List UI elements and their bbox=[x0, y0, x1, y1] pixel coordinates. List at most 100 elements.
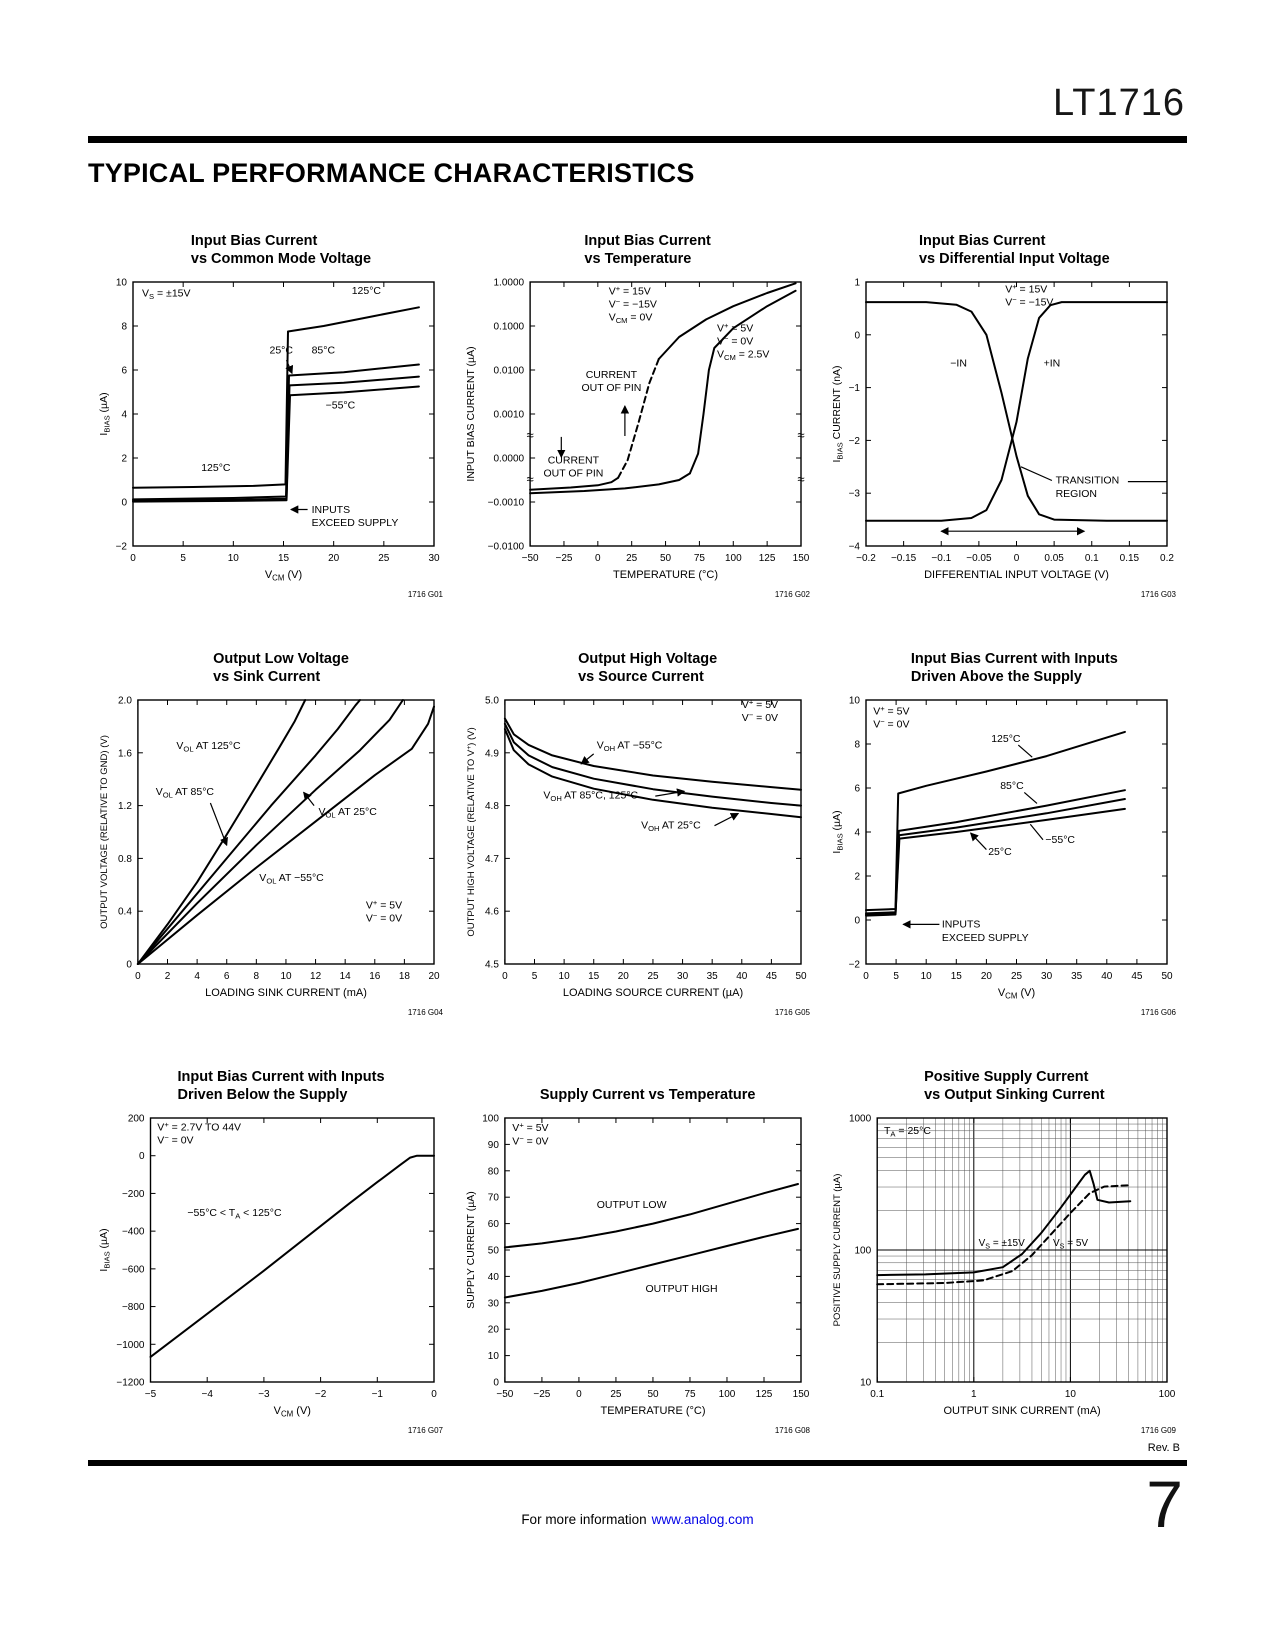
chart-title-line: Positive Supply Current bbox=[924, 1068, 1089, 1085]
y-axis-label: OUTPUT VOLTAGE (RELATIVE TO GND) (V) bbox=[99, 735, 110, 929]
y-tick-label: 6 bbox=[855, 784, 861, 795]
axes bbox=[132, 281, 435, 547]
y-tick-label: 8 bbox=[121, 322, 127, 333]
annotation: V− = 0V bbox=[874, 717, 910, 730]
annotation: V− = 0V bbox=[512, 1134, 548, 1147]
y-tick-label: 4.7 bbox=[485, 854, 499, 865]
annotation: VOH AT 25°C bbox=[641, 819, 701, 833]
annotation: OUT OF PIN bbox=[543, 467, 603, 479]
annotation: 125°C bbox=[992, 733, 1022, 745]
chart-title-line: vs Common Mode Voltage bbox=[190, 250, 372, 267]
y-tick-label: −2 bbox=[116, 542, 128, 553]
annotation: −55°C bbox=[326, 400, 356, 412]
y-axis-label: SUPPLY CURRENT (µA) bbox=[465, 1191, 477, 1309]
x-tick-label: 45 bbox=[1132, 971, 1144, 982]
curves bbox=[132, 306, 420, 503]
x-tick-label: 10 bbox=[558, 971, 570, 982]
annotation: EXCEED SUPPLY bbox=[942, 932, 1029, 944]
x-tick-label: −50 bbox=[496, 1389, 513, 1400]
x-tick-label: 20 bbox=[328, 553, 340, 564]
chart-figure-1716-G09: 0.1 1 10 100 10 100 1000 OUTPUT SINK CURRENT (m… bbox=[832, 1114, 1177, 1436]
x-tick-label: −0.05 bbox=[967, 553, 993, 564]
x-tick-label: 30 bbox=[428, 553, 440, 564]
tick-labels: 0 5 10 15 20 25 30 35 40 45 50 4.5 4.6 4.7 4.8 4.9 5.0 bbox=[485, 696, 807, 983]
annotation: VCM = 0V bbox=[608, 312, 652, 326]
annotation: VOL AT 125°C bbox=[176, 740, 241, 754]
annotation: 85°C bbox=[1001, 780, 1025, 792]
y-tick-label: 70 bbox=[487, 1193, 499, 1204]
annotation: ≈ bbox=[526, 472, 533, 487]
x-tick-label: 12 bbox=[310, 971, 322, 982]
chart-title-line: Input Bias Current with Inputs bbox=[177, 1068, 385, 1085]
y-axis-label: OUTPUT HIGH VOLTAGE (RELATIVE TO V+) (V) bbox=[466, 727, 477, 936]
axes bbox=[503, 699, 802, 965]
y-tick-label: 40 bbox=[487, 1272, 499, 1283]
y-tick-label: 6 bbox=[121, 366, 127, 377]
footer-link[interactable]: www.analog.com bbox=[651, 1512, 754, 1527]
x-tick-label: 10 bbox=[280, 971, 292, 982]
axes bbox=[503, 1117, 802, 1383]
chart-cell-3: Input Bias Current vs Differential Input … bbox=[821, 228, 1187, 602]
curves bbox=[503, 1183, 799, 1299]
annotation-arrow bbox=[713, 812, 739, 827]
curve-VS-5V bbox=[876, 1184, 1130, 1286]
chart-figure-1716-G08: −50 −25 0 25 50 75 100 125 150 0 10 20 30 40 50 60 70 80 9… bbox=[465, 1114, 811, 1436]
chart-title-line: Input Bias Current with Inputs bbox=[910, 650, 1118, 667]
x-tick-label: 14 bbox=[340, 971, 352, 982]
chart-cell-2: Input Bias Current vs Temperature −50 −25 0 2… bbox=[455, 228, 821, 602]
chart-figure-1716-G07: −5 −4 −3 −2 −1 0 −1200 −1000 −800 −600 −400 −200 0 20… bbox=[98, 1114, 444, 1436]
annotation: VS = 5V bbox=[1053, 1238, 1088, 1250]
curve-85C bbox=[132, 363, 420, 501]
chart-title-line: vs Output Sinking Current bbox=[924, 1086, 1105, 1103]
annotation-arrow bbox=[209, 802, 228, 847]
annotation: −55°C bbox=[1046, 834, 1076, 846]
chart-title: Positive Supply Current vs Output Sinking… bbox=[924, 1064, 1104, 1104]
x-axis-label: TEMPERATURE (°C) bbox=[600, 1405, 705, 1417]
chart-code: 1716 G03 bbox=[1141, 590, 1177, 599]
x-tick-label: −5 bbox=[145, 1389, 157, 1400]
chart-figure-1716-G03: −0.2 −0.15 −0.1 −0.05 0 0.05 0.1 0.15 0.2 −4 −3 −2 −… bbox=[831, 278, 1177, 600]
annotation-arrow bbox=[654, 788, 685, 797]
tick-labels: −5 −4 −3 −2 −1 0 −1200 −1000 −800 −600 −400 −200 0 20… bbox=[116, 1114, 437, 1401]
y-tick-label: 60 bbox=[487, 1219, 499, 1230]
x-tick-label: 150 bbox=[792, 553, 809, 564]
x-tick-label: 5 bbox=[894, 971, 900, 982]
x-tick-label: 30 bbox=[1041, 971, 1053, 982]
x-tick-label: 0 bbox=[864, 971, 870, 982]
curve-VOL-125C bbox=[136, 699, 307, 965]
curves bbox=[876, 1169, 1132, 1286]
x-tick-label: 16 bbox=[369, 971, 381, 982]
y-tick-label: 30 bbox=[487, 1298, 499, 1309]
y-axis-label: IBIAS (µA) bbox=[98, 392, 112, 435]
x-axis-label: VCM (V) bbox=[265, 569, 302, 583]
x-tick-label: 100 bbox=[1159, 1389, 1176, 1400]
x-tick-label: 0 bbox=[595, 553, 601, 564]
x-tick-label: 0.1 bbox=[1085, 553, 1099, 564]
x-tick-label: 5 bbox=[180, 553, 186, 564]
y-tick-label: 1 bbox=[855, 278, 861, 289]
annotation: V− = 0V bbox=[717, 334, 753, 347]
x-tick-label: 30 bbox=[677, 971, 689, 982]
chart-code: 1716 G04 bbox=[408, 1008, 444, 1017]
chart-figure-1716-G02: −50 −25 0 25 50 75 100 125 150 −0.0100 −0.0010 0.00… bbox=[465, 278, 811, 600]
chart-figure-1716-G05: 0 5 10 15 20 25 30 35 40 45 50 4.5 4.6 4.7 4.8 4.9 5.0 LO… bbox=[466, 696, 811, 1018]
curves bbox=[149, 1154, 435, 1358]
tick-labels: 0 2 4 6 8 10 12 14 16 18 20 0 0.4 0.8 1.2 1.6 2.0 bbox=[118, 696, 440, 983]
chart-title: Output Low Voltage vs Sink Current bbox=[213, 646, 349, 686]
y-tick-label: 4 bbox=[855, 828, 861, 839]
annotation: VS = ±15V bbox=[979, 1238, 1025, 1250]
x-axis-label: VCM (V) bbox=[998, 987, 1035, 1001]
annotation: TRANSITION bbox=[1056, 475, 1120, 487]
chart-title-line: Input Bias Current bbox=[584, 232, 711, 249]
chart-title: Input Bias Current with Inputs Driven Abo… bbox=[911, 646, 1118, 686]
x-axis-label: LOADING SOURCE CURRENT (µA) bbox=[562, 987, 742, 999]
annotation: ≈ bbox=[797, 472, 804, 487]
y-tick-label: 0.4 bbox=[118, 907, 132, 918]
x-tick-label: −3 bbox=[258, 1389, 270, 1400]
y-tick-label: 90 bbox=[487, 1140, 499, 1151]
y-tick-label: 1.0000 bbox=[493, 278, 524, 289]
x-tick-label: 6 bbox=[224, 971, 230, 982]
x-tick-label: 35 bbox=[1071, 971, 1083, 982]
